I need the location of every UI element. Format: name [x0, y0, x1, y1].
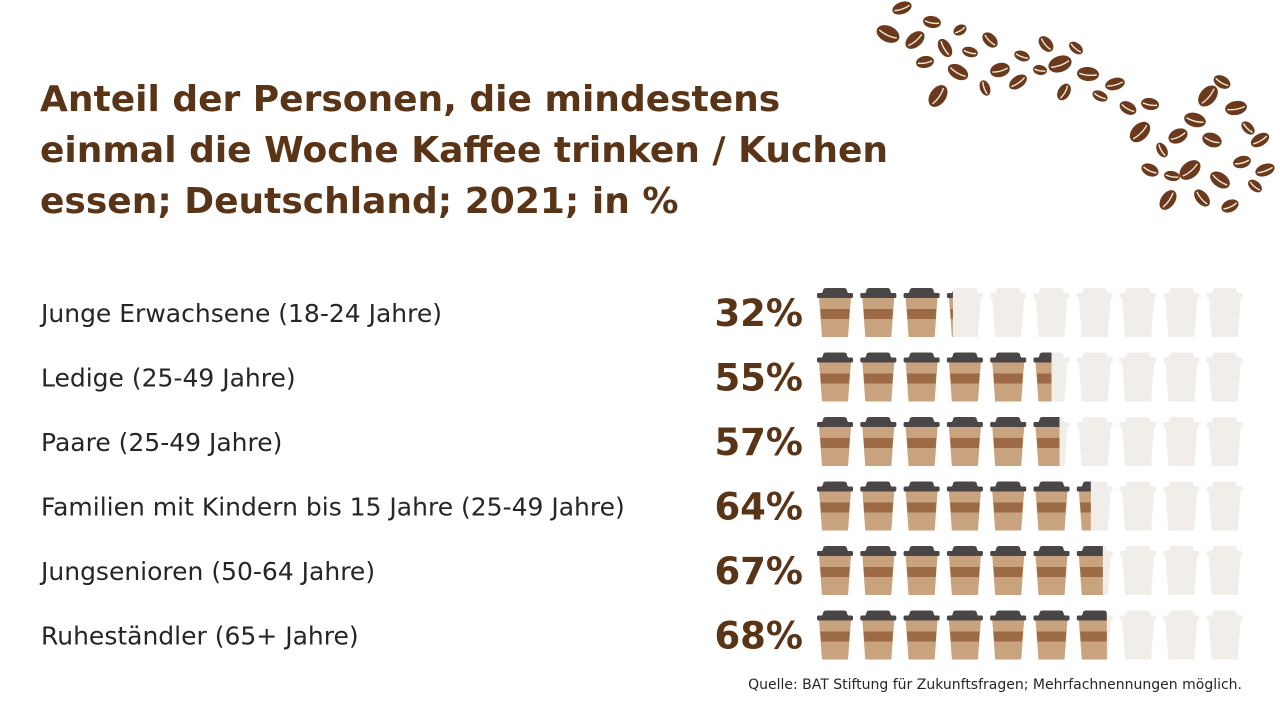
percent-label: 64% [714, 486, 803, 529]
coffee-cup-icon [1120, 352, 1157, 402]
category-label: Jungsenioren (50-64 Jahre) [39, 557, 375, 586]
chart-row: Ledige (25-49 Jahre) 55% [41, 352, 1243, 402]
coffee-cup-icon [1163, 417, 1200, 466]
chart-row: Paare (25-49 Jahre) 57% [41, 417, 1243, 466]
coffee-cup-icon [903, 352, 940, 402]
coffee-cup-icon [1076, 352, 1113, 402]
coffee-cup-icon [903, 288, 940, 337]
coffee-cup-icon [1120, 288, 1157, 337]
coffee-cup-icon [1033, 352, 1070, 402]
category-label: Ruheständler (65+ Jahre) [41, 622, 359, 651]
page-title: Anteil der Personen, die mindestens einm… [40, 79, 888, 222]
coffee-cup-icon [1033, 546, 1070, 595]
coffee-cup-icon [903, 610, 940, 660]
coffee-cup-icon [1120, 610, 1157, 660]
coffee-cup-icon [1163, 352, 1200, 402]
coffee-cup-icon [817, 546, 853, 595]
coffee-cup-icon [817, 481, 853, 531]
coffee-cup-icon [860, 352, 897, 402]
coffee-cup-icon [1206, 546, 1243, 595]
coffee-beans-decoration [876, 1, 1275, 213]
coffee-cup-icon [946, 417, 983, 466]
coffee-cup-icon [903, 481, 940, 531]
coffee-cup-icon [1033, 481, 1070, 531]
coffee-cup-icon [860, 288, 897, 337]
percent-label: 68% [714, 615, 803, 658]
coffee-cup-icon [946, 481, 983, 531]
coffee-cup-icon [990, 288, 1027, 337]
coffee-cup-icon [1033, 417, 1070, 466]
coffee-cup-icon [817, 288, 853, 337]
percent-label: 55% [714, 357, 803, 400]
coffee-cup-icon [1120, 417, 1157, 466]
coffee-cup-icon [903, 417, 940, 466]
coffee-cup-icon [1206, 481, 1243, 531]
coffee-cup-icon [990, 546, 1027, 595]
coffee-cup-icon [860, 546, 897, 595]
percent-label: 32% [714, 292, 803, 335]
coffee-cup-icon [1076, 610, 1113, 660]
source-note: Quelle: BAT Stiftung für Zukunftsfragen;… [748, 677, 1242, 693]
coffee-cup-icon [946, 546, 983, 595]
coffee-cup-icon [817, 610, 853, 660]
category-label: Junge Erwachsene (18-24 Jahre) [39, 299, 442, 328]
coffee-cup-icon [946, 288, 983, 337]
coffee-cup-icon [990, 417, 1027, 466]
coffee-cup-icon [946, 352, 983, 402]
coffee-cup-icon [817, 417, 853, 466]
coffee-cup-icon [817, 352, 853, 402]
coffee-cup-icon [860, 417, 897, 466]
coffee-cup-icon [1206, 352, 1243, 402]
coffee-cup-icon [1076, 481, 1113, 531]
category-label: Familien mit Kindern bis 15 Jahre (25-49… [41, 493, 625, 522]
coffee-cup-icon [1033, 288, 1070, 337]
coffee-cup-icon [1120, 546, 1157, 595]
coffee-cup-icon [1163, 481, 1200, 531]
chart-row: Junge Erwachsene (18-24 Jahre) 32% [39, 288, 1243, 337]
coffee-cup-icon [1076, 546, 1113, 595]
coffee-cup-icon [990, 481, 1027, 531]
chart-row: Jungsenioren (50-64 Jahre) 67% [39, 546, 1243, 595]
percent-label: 57% [714, 421, 803, 464]
category-label: Ledige (25-49 Jahre) [41, 364, 296, 393]
chart-row: Familien mit Kindern bis 15 Jahre (25-49… [41, 481, 1243, 531]
coffee-cup-icon [1033, 610, 1070, 660]
coffee-cup-icon [990, 610, 1027, 660]
percent-label: 67% [714, 550, 803, 593]
coffee-cup-icon [946, 610, 983, 660]
coffee-cup-icon [1206, 417, 1243, 466]
coffee-cup-icon [1076, 288, 1113, 337]
chart-row: Ruheständler (65+ Jahre) 68% [41, 610, 1243, 660]
coffee-cup-icon [1206, 610, 1243, 660]
coffee-cup-icon [1163, 610, 1200, 660]
category-label: Paare (25-49 Jahre) [41, 428, 282, 457]
coffee-cup-icon [860, 610, 897, 660]
coffee-cup-icon [1163, 546, 1200, 595]
coffee-cup-icon [903, 546, 940, 595]
pictogram-chart: Junge Erwachsene (18-24 Jahre) 32% Ledige … [39, 288, 1243, 660]
coffee-cup-icon [1206, 288, 1243, 337]
coffee-cup-icon [1076, 417, 1113, 466]
coffee-cup-icon [1120, 481, 1157, 531]
coffee-cup-icon [990, 352, 1027, 402]
coffee-cup-icon [860, 481, 897, 531]
coffee-cup-icon [1163, 288, 1200, 337]
